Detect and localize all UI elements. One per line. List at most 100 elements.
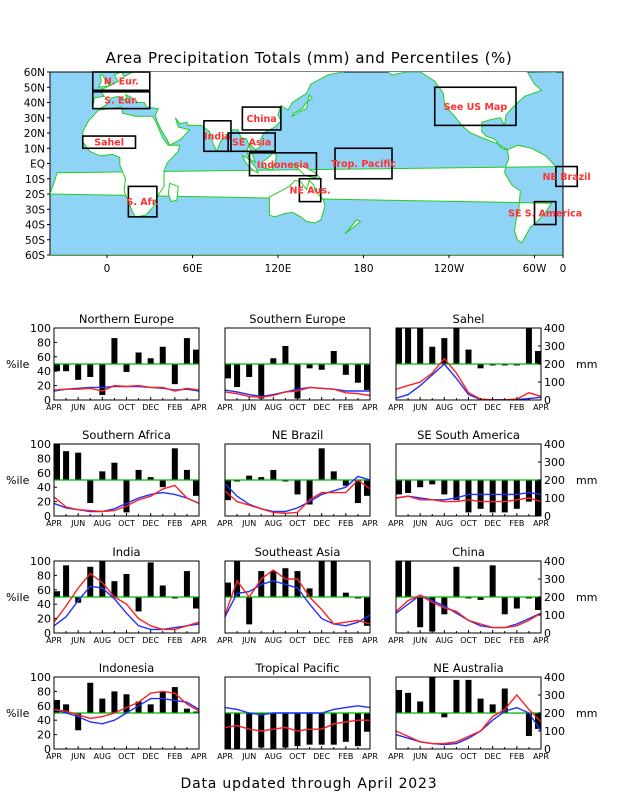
percentile-bar bbox=[135, 469, 142, 480]
region-box-label: India bbox=[204, 132, 231, 143]
percentile-bar bbox=[354, 713, 361, 747]
region-box bbox=[91, 91, 151, 110]
madagascar-landmass bbox=[167, 182, 179, 203]
percentile-bar bbox=[225, 480, 231, 501]
region-box bbox=[227, 132, 276, 153]
panel-title: SE South America bbox=[417, 428, 520, 442]
mm-tick-label: 300 bbox=[544, 340, 565, 353]
percentile-bar bbox=[535, 351, 541, 364]
world-map: N. Eur. S. Eur. Sahel India China SE Asia Indo… bbox=[24, 67, 591, 275]
month-tick-label: AUG bbox=[436, 519, 454, 528]
panel-plot-area bbox=[396, 561, 541, 632]
panel-plot-area bbox=[54, 682, 199, 731]
region-box bbox=[533, 200, 557, 226]
map-lon-label: 180 bbox=[353, 263, 373, 275]
percentile-bar bbox=[147, 704, 154, 713]
month-tick-label: AUG bbox=[265, 752, 283, 761]
percentile-bar bbox=[330, 471, 337, 480]
month-tick-label: FEB bbox=[338, 403, 353, 412]
mm-tick-label: 300 bbox=[544, 573, 565, 586]
region-box-label: Trop. Pacific bbox=[331, 159, 396, 170]
panel-title: Sahel bbox=[453, 312, 485, 326]
panel-title: China bbox=[452, 545, 485, 559]
mm-axis-label: mm bbox=[576, 358, 597, 371]
percentile-bar bbox=[147, 562, 154, 597]
map-lat-label: 10S bbox=[25, 174, 45, 186]
percentile-bar bbox=[135, 352, 142, 364]
percentile-bar bbox=[354, 480, 361, 504]
month-tick-label: FEB bbox=[509, 636, 524, 645]
percentile-bar bbox=[135, 597, 142, 612]
percentile-bar bbox=[225, 713, 231, 749]
pct-tick-label: 40 bbox=[37, 365, 51, 378]
observed-precip-line bbox=[225, 386, 370, 399]
pct-tick-label: 0 bbox=[44, 743, 51, 756]
north-america-landmass bbox=[387, 72, 543, 151]
japan-landmass bbox=[291, 93, 313, 118]
month-tick-label: AUG bbox=[265, 636, 283, 645]
map-lon-label: 0 bbox=[560, 263, 567, 275]
pct-tick-label: 20 bbox=[37, 380, 51, 393]
percentile-bar bbox=[270, 571, 277, 597]
percentile-bar bbox=[294, 364, 301, 399]
map-lat-label: 20N bbox=[24, 128, 45, 140]
observed-precip-line bbox=[396, 693, 541, 745]
month-tick-label: AUG bbox=[436, 636, 454, 645]
percentile-bar bbox=[171, 364, 178, 385]
observed-precip-line bbox=[225, 719, 370, 732]
pct-axis-label: %ile bbox=[6, 358, 30, 371]
month-tick-label: JUN bbox=[412, 636, 427, 645]
month-tick-label: JUN bbox=[70, 636, 85, 645]
percentile-bar bbox=[429, 597, 436, 632]
percentile-bar bbox=[258, 477, 265, 480]
percentile-bar bbox=[441, 480, 448, 495]
observed-precip-line bbox=[54, 384, 199, 392]
mm-tick-label: 200 bbox=[544, 474, 565, 487]
observed-precip-line bbox=[225, 479, 370, 515]
month-tick-label: FEB bbox=[167, 403, 182, 412]
percentile-bar bbox=[318, 448, 325, 480]
percentile-bar bbox=[294, 480, 301, 495]
pct-tick-label: 0 bbox=[44, 394, 51, 407]
percentile-bar bbox=[123, 694, 130, 713]
percentile-bar bbox=[342, 364, 349, 375]
region-box bbox=[433, 86, 517, 127]
month-tick-label: DEC bbox=[142, 403, 159, 412]
percentile-bar bbox=[306, 588, 313, 597]
month-tick-label: APR bbox=[388, 636, 404, 645]
percentile-bar bbox=[417, 701, 424, 713]
percentile-bar bbox=[111, 462, 118, 480]
region-box-label: NE Brazil bbox=[542, 172, 590, 183]
map-lat-label: 50N bbox=[24, 82, 45, 94]
region-box-label: N. Eur. bbox=[104, 77, 139, 88]
pct-tick-label: 20 bbox=[37, 613, 51, 626]
panel-plot-area bbox=[54, 338, 199, 395]
month-tick-label: OCT bbox=[289, 403, 306, 412]
pct-tick-label: 80 bbox=[37, 452, 51, 465]
percentile-bar bbox=[513, 364, 520, 366]
percentile-bar bbox=[342, 713, 349, 742]
region-box-label: SE S. America bbox=[508, 209, 582, 220]
month-tick-label: JUN bbox=[241, 403, 256, 412]
month-tick-label: APR bbox=[362, 519, 378, 528]
percentile-bar bbox=[111, 581, 118, 597]
observed-precip-line bbox=[54, 572, 199, 631]
pct-tick-label: 80 bbox=[37, 336, 51, 349]
percentile-bar bbox=[417, 328, 424, 364]
mm-tick-label: 400 bbox=[544, 671, 565, 684]
mm-tick-label: 0 bbox=[544, 394, 551, 407]
month-tick-label: OCT bbox=[118, 752, 135, 761]
percentile-bar bbox=[270, 713, 277, 749]
percentile-bar bbox=[489, 704, 496, 713]
percentile-bar bbox=[123, 480, 130, 513]
percentile-bar bbox=[417, 597, 424, 628]
percentile-bar bbox=[258, 364, 265, 399]
panel-title: India bbox=[112, 545, 140, 559]
pct-tick-label: 20 bbox=[37, 729, 51, 742]
footer-note: Data updated through April 2023 bbox=[181, 776, 438, 792]
percentile-bar bbox=[99, 698, 106, 713]
month-tick-label: APR bbox=[362, 636, 378, 645]
pct-tick-label: 0 bbox=[44, 510, 51, 523]
